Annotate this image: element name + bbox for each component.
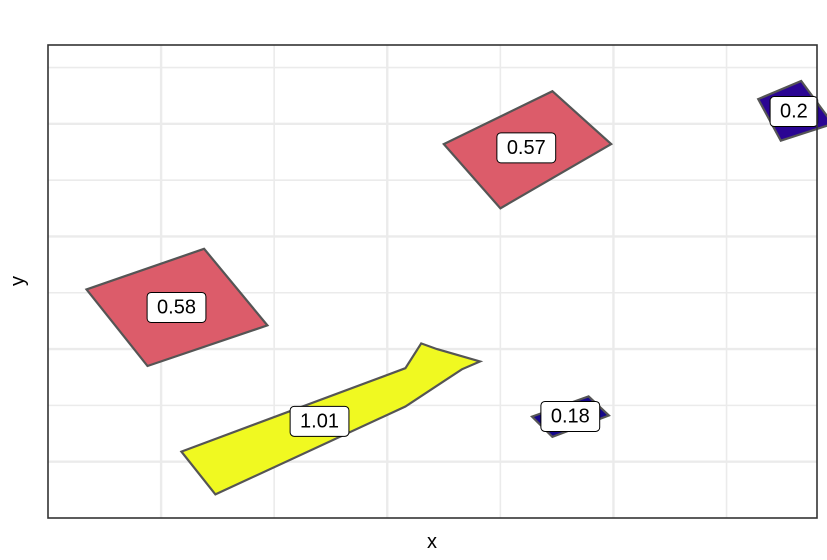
shape-label-text: 1.01	[300, 410, 339, 432]
y-axis-title: y	[7, 276, 29, 286]
shape-label-box	[540, 400, 601, 432]
shapes	[84, 79, 827, 496]
plot-panel-border	[47, 44, 818, 519]
shape-label-text: 0.2	[780, 101, 808, 123]
shape-label-box	[496, 132, 557, 164]
shape-label-text: 0.18	[551, 405, 590, 427]
shape-label: 1.01	[289, 405, 350, 437]
shape-label: 0.57	[496, 132, 557, 164]
shape-label-text: 0.58	[157, 296, 196, 318]
shape-label: 0.58	[146, 291, 207, 323]
labels: 0.58 1.01 0.57 0.2 0.18	[146, 96, 819, 437]
shape-label: 0.18	[540, 400, 601, 432]
shape-label-box	[146, 291, 207, 323]
x-axis-title: x	[427, 531, 437, 553]
shape-label-box	[289, 405, 350, 437]
shape-label: 0.2	[769, 96, 819, 128]
shape-label-text: 0.57	[507, 137, 546, 159]
